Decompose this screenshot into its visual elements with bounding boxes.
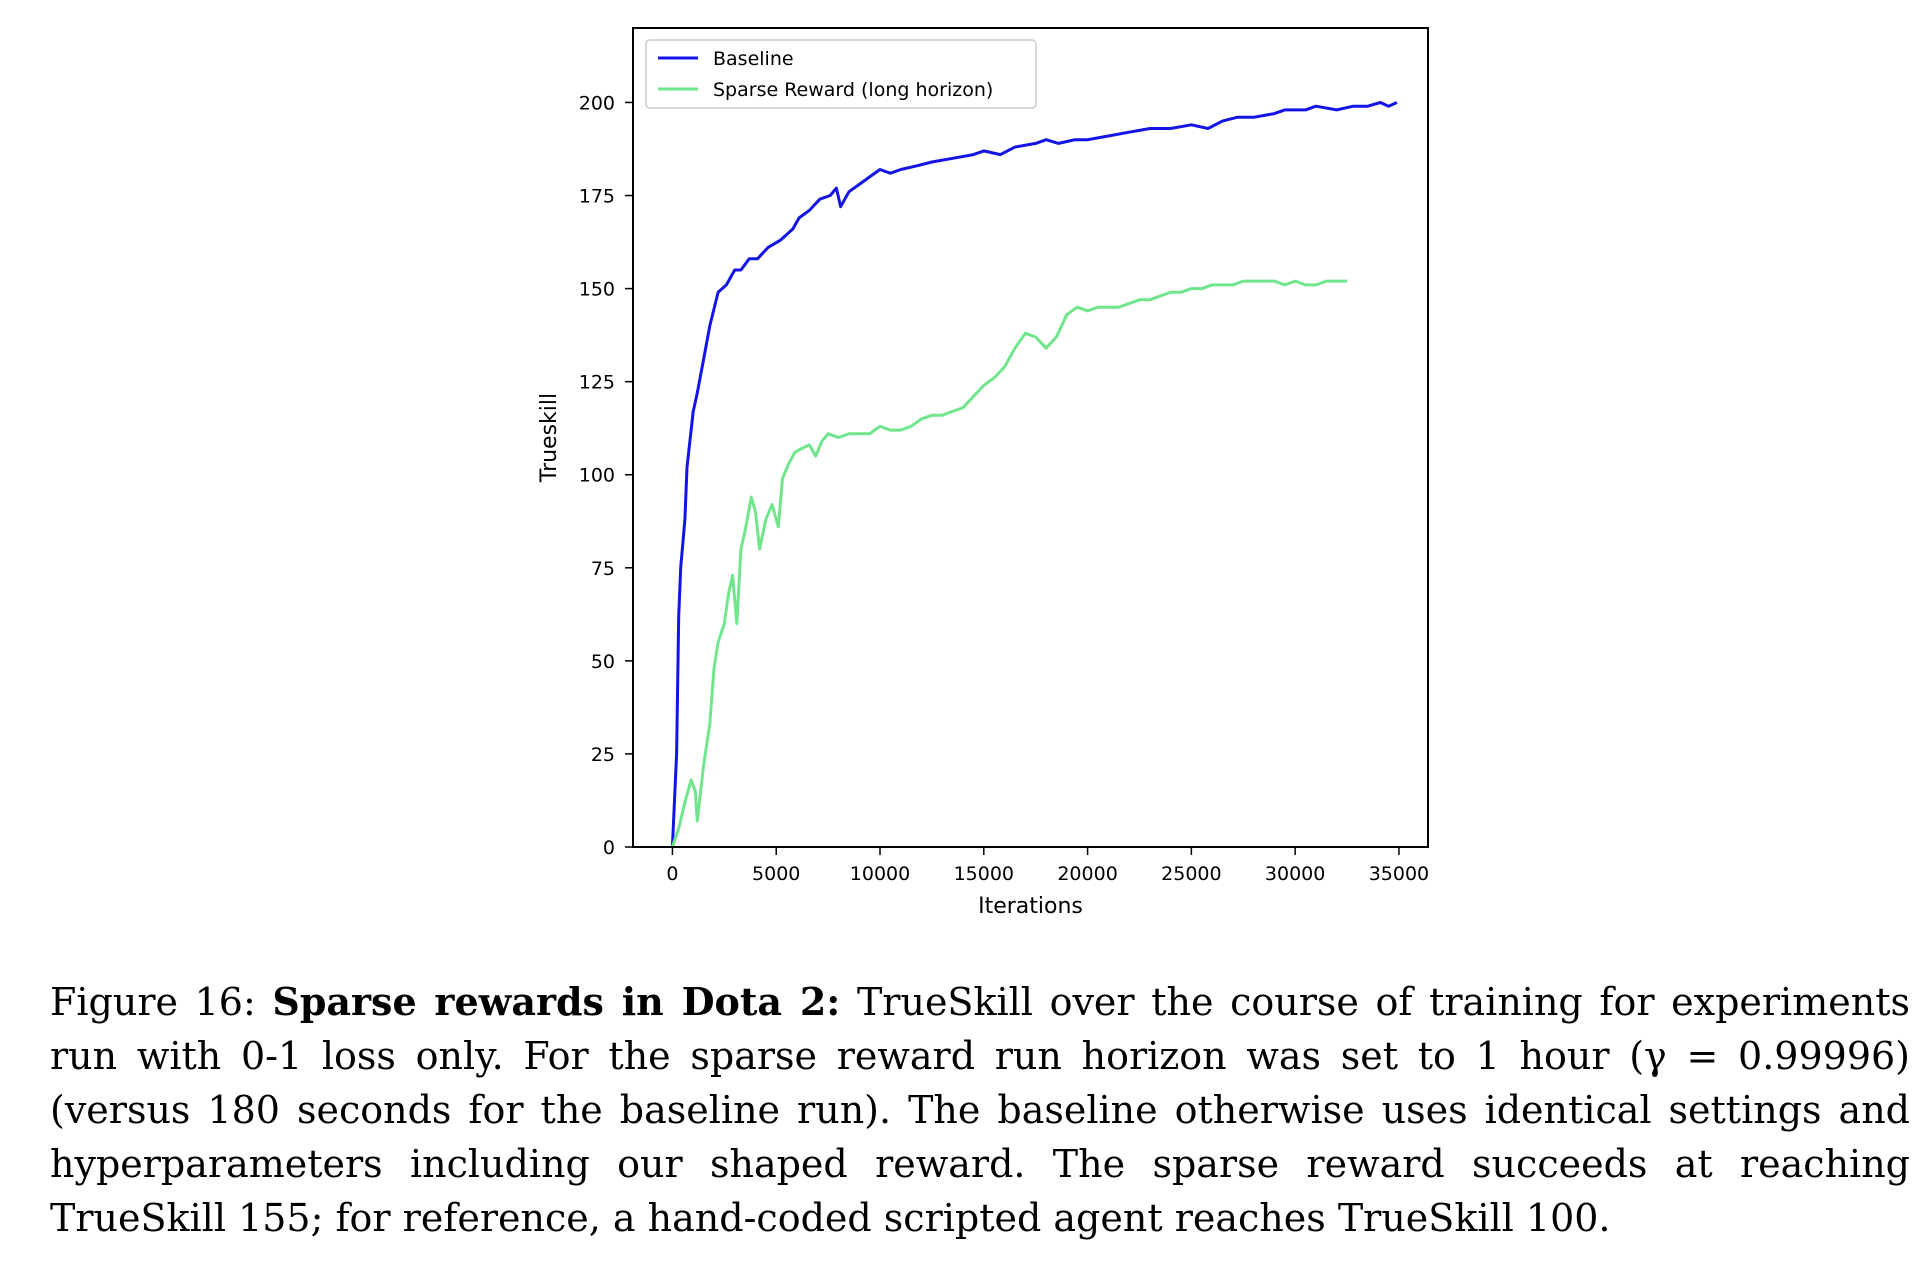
y-tick-label: 175	[579, 186, 615, 208]
caption-text: TrueSkill over the course of training fo…	[50, 980, 1910, 1240]
caption-bold-title: Sparse rewards in Dota 2:	[272, 979, 841, 1024]
x-tick-label: 0	[666, 863, 678, 885]
series-line-sparse-reward	[670, 279, 1347, 848]
series-layer	[670, 101, 1398, 848]
y-tick-label: 150	[579, 279, 615, 301]
y-tick-label: 0	[603, 837, 615, 859]
y-tick-label: 200	[579, 92, 615, 114]
y-axis-label: Trueskill	[537, 393, 562, 483]
figure-caption: Figure 16: Sparse rewards in Dota 2: Tru…	[50, 975, 1910, 1245]
legend-entry-label: Baseline	[713, 48, 794, 70]
trueskill-line-chart: 0 5000 10000 15000 20000 25000 30000 35000 0 25 5…	[537, 27, 1429, 919]
legend-entry-label: Sparse Reward (long horizon)	[713, 79, 993, 101]
y-tick-label: 50	[591, 651, 615, 673]
legend: Baseline Sparse Reward (long horizon)	[645, 39, 1037, 109]
y-tick-label: 25	[591, 744, 615, 766]
x-axis-ticks: 0 5000 10000 15000 20000 25000 30000 35000	[666, 847, 1429, 885]
caption-label: Figure 16:	[50, 980, 256, 1024]
axes-frame	[632, 27, 1429, 848]
x-tick-label: 25000	[1161, 863, 1221, 885]
x-tick-label: 30000	[1265, 863, 1325, 885]
x-tick-label: 15000	[954, 863, 1014, 885]
legend-box	[645, 39, 1037, 109]
x-axis-label: Iterations	[978, 894, 1083, 919]
x-tick-label: 35000	[1369, 863, 1429, 885]
y-tick-label: 75	[591, 558, 615, 580]
y-tick-label: 125	[579, 372, 615, 394]
series-line-baseline	[670, 101, 1398, 848]
x-tick-label: 10000	[850, 863, 910, 885]
y-tick-label: 100	[579, 465, 615, 487]
x-tick-label: 5000	[752, 863, 800, 885]
y-axis-ticks: 0 25 50 75 100 125 150 175 200	[579, 92, 633, 859]
x-tick-label: 20000	[1057, 863, 1117, 885]
